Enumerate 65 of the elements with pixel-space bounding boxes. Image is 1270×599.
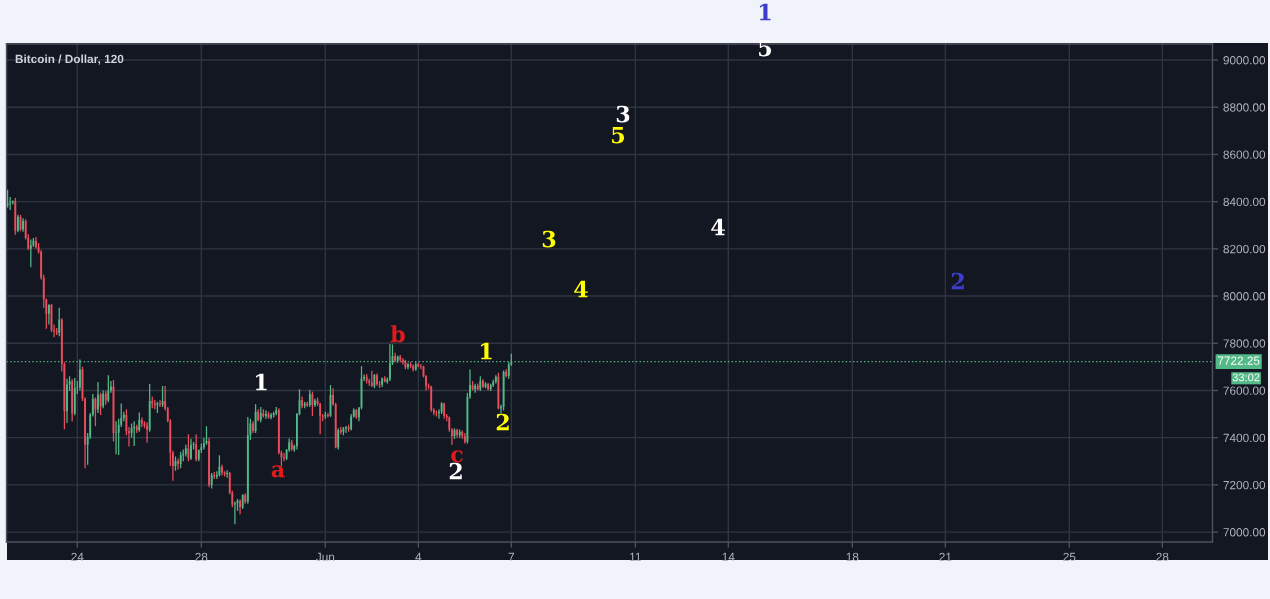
- text: Bitcoin / Dollar, 120: [15, 54, 124, 65]
- candlestick: [107, 374, 110, 403]
- candlestick: [29, 238, 32, 268]
- candlestick: [35, 236, 37, 250]
- x-tick-label: 25: [1063, 552, 1076, 562]
- candlestick: [314, 398, 316, 408]
- x-tick-label: 24: [71, 552, 84, 561]
- x-tick-label: 28: [1156, 552, 1169, 562]
- y-tick-label: 7200.00: [1223, 480, 1266, 490]
- y-tick-label: 7000.00: [1223, 528, 1266, 537]
- ref-line-label: 7722.25: [1217, 356, 1260, 365]
- annotation: a: [271, 465, 285, 478]
- annotation: 4: [711, 218, 725, 236]
- candlestick: [239, 498, 242, 515]
- candlestick: [373, 373, 376, 389]
- x-tick-label: 21: [939, 552, 952, 561]
- annotation: 5: [612, 126, 625, 144]
- x-tick-label: 4: [415, 552, 422, 561]
- y-tick-label: 8000.00: [1223, 292, 1266, 301]
- candlestick: [376, 372, 378, 387]
- text: 33:02: [1232, 373, 1260, 382]
- annotation: 3: [616, 105, 630, 123]
- annotation: 2: [951, 272, 964, 290]
- x-tick-label: 11: [630, 552, 641, 561]
- y-tick-label: 8800.00: [1223, 103, 1266, 112]
- candlestick: [388, 343, 391, 382]
- y-tick-label: 7800.00: [1223, 339, 1266, 348]
- candlestick: [221, 464, 223, 477]
- y-tick-label: 8600.00: [1223, 150, 1266, 159]
- candlestick: [252, 420, 254, 434]
- annotation: 1: [255, 373, 267, 391]
- x-tick-label: 14: [722, 552, 735, 561]
- candlestick: [16, 214, 19, 233]
- y-tick-label: 8400.00: [1223, 197, 1266, 207]
- y-tick-label: 7600.00: [1223, 386, 1266, 395]
- candlestick: [481, 378, 484, 389]
- annotation: c: [451, 450, 463, 463]
- y-tick-label: 8200.00: [1223, 244, 1266, 254]
- annotation: b: [390, 325, 405, 343]
- x-tick-label: 7: [508, 552, 515, 561]
- candlestick: [22, 217, 25, 233]
- candlestick: [190, 438, 192, 461]
- annotation: 3: [542, 230, 556, 248]
- x-tick-label: Jun: [316, 552, 335, 562]
- candlestick: [140, 416, 143, 428]
- candlestick: [345, 425, 347, 434]
- annotation: 1: [480, 342, 492, 360]
- candlestick: [430, 385, 433, 413]
- candlestick: [47, 303, 50, 326]
- candlestick: [97, 381, 99, 414]
- annotation: 2: [496, 413, 509, 431]
- y-tick-label: 7400.00: [1223, 433, 1266, 443]
- candlestick: [159, 399, 161, 408]
- candlestick: [161, 385, 164, 408]
- candlestick: [146, 421, 149, 444]
- candlestick: [283, 452, 285, 462]
- annotation: 5: [759, 39, 772, 57]
- y-tick-label: 9000.00: [1223, 56, 1266, 65]
- candlestick: [66, 378, 68, 424]
- annotation: 4: [574, 280, 588, 298]
- candlestick: [233, 500, 236, 525]
- text: 1: [759, 3, 771, 21]
- x-tick-label: 28: [195, 552, 208, 562]
- x-tick-label: 18: [846, 552, 859, 562]
- annotation: 2: [449, 462, 462, 480]
